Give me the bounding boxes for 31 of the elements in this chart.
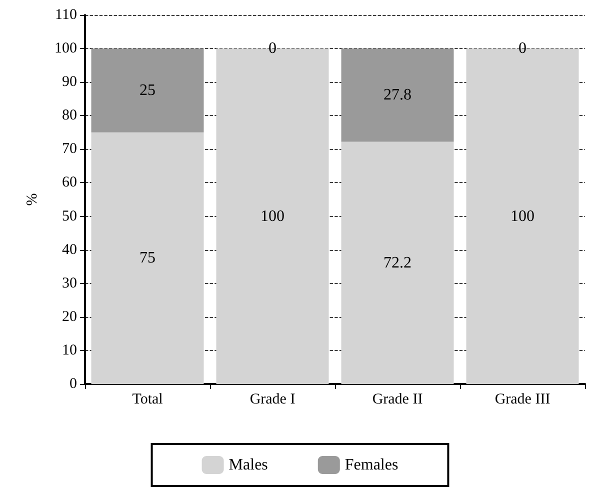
x-tick-label: Grade II [372,392,423,408]
y-tick-label: 0 [70,376,77,392]
data-label: 75 [140,250,156,267]
data-label: 25 [140,82,156,99]
legend-label: Females [344,456,398,474]
legend-label: Males [228,456,268,474]
y-tick-label: 50 [62,208,77,224]
bar [341,142,454,384]
y-tick-label: 10 [62,342,77,358]
data-label: 100 [260,208,284,225]
y-tick-label: 30 [62,275,77,292]
bar [341,48,454,142]
y-tick-label: 80 [62,108,77,124]
x-tick-label: Grade I [250,392,296,408]
data-label: 27.8 [384,86,412,104]
y-tick-label: 110 [55,7,77,23]
bar [91,132,204,384]
x-tick-label: Total [132,392,163,408]
data-label: 100 [510,208,534,225]
y-axis-title: % [24,193,40,206]
y-tick-label: 20 [62,308,77,325]
x-tick-label: Grade III [494,392,550,408]
data-label: 0 [268,40,276,58]
data-label: 72.2 [384,254,412,272]
y-tick-label: 40 [62,242,77,258]
y-tick-label: 70 [62,141,77,158]
y-tick-label: 60 [62,174,77,191]
bar [91,48,204,132]
data-label: 0 [518,40,526,58]
y-tick-label: 90 [62,74,77,90]
y-tick-label: 100 [54,40,77,57]
